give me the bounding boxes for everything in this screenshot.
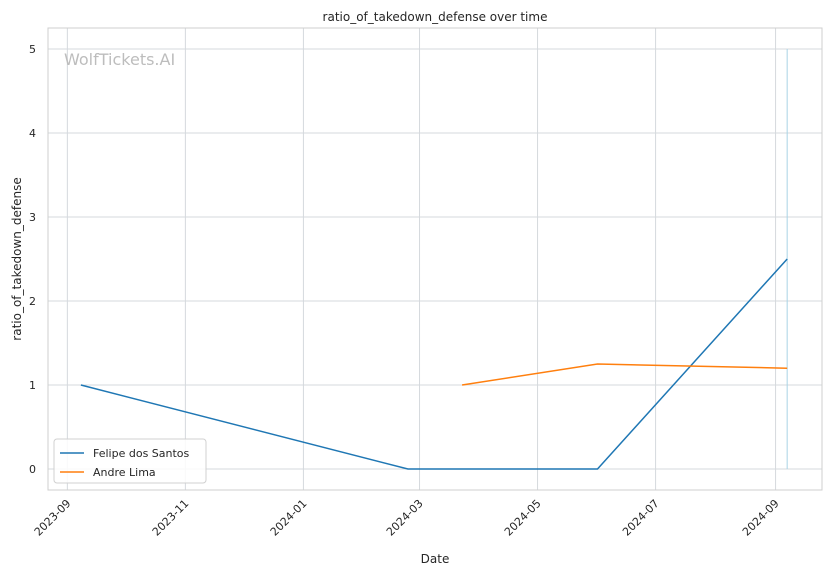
legend: Felipe dos Santos Andre Lima [53, 438, 207, 484]
y-tick-label: 5 [29, 43, 36, 56]
x-tick-label: 2023-11 [150, 497, 192, 539]
y-tick-label: 3 [29, 211, 36, 224]
watermark: WolfTickets.AI [64, 50, 175, 69]
grid [48, 28, 822, 490]
legend-label: Andre Lima [93, 466, 156, 479]
legend-label: Felipe dos Santos [93, 447, 190, 460]
y-tick-label: 1 [29, 379, 36, 392]
plot-area [47, 27, 823, 491]
x-tick-labels: 2023-09 2023-11 2024-01 2024-03 2024-05 2024-… [32, 497, 782, 539]
series-line-2 [461, 363, 788, 386]
series-lines [80, 258, 788, 470]
x-tick-label: 2023-09 [32, 497, 74, 539]
x-tick-label: 2024-03 [384, 497, 426, 539]
y-axis-label: ratio_of_takedown_defense [10, 177, 24, 340]
x-tick-label: 2024-09 [740, 497, 782, 539]
chart-title: ratio_of_takedown_defense over time [323, 10, 548, 24]
y-tick-label: 2 [29, 295, 36, 308]
y-tick-label: 0 [29, 463, 36, 476]
y-tick-label: 4 [29, 127, 36, 140]
y-tick-labels: 0 1 2 3 4 5 [29, 43, 36, 476]
x-tick-label: 2024-01 [268, 497, 310, 539]
x-axis-label: Date [421, 552, 450, 566]
x-tick-label: 2024-05 [502, 497, 544, 539]
x-tick-label: 2024-07 [620, 497, 662, 539]
series-line-1 [80, 258, 788, 470]
legend-box [53, 438, 207, 484]
